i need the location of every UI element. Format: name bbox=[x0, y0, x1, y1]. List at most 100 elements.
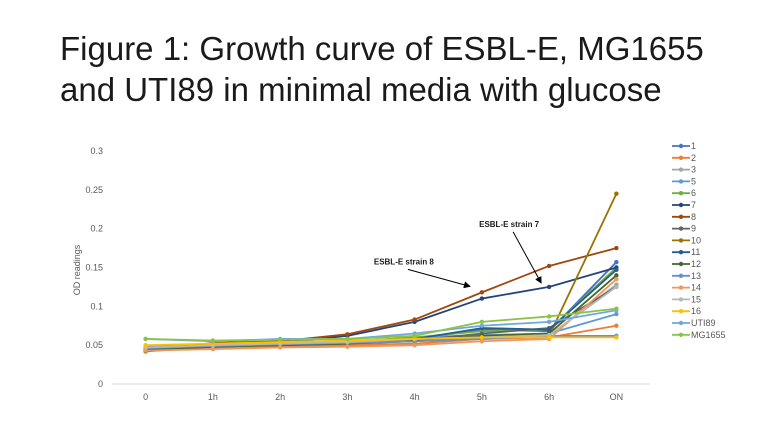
data-point bbox=[412, 333, 417, 339]
data-point bbox=[614, 273, 619, 278]
legend-item: MG1655 bbox=[672, 330, 726, 340]
legend-swatch-marker bbox=[678, 202, 684, 208]
legend-item: UTI89 bbox=[672, 318, 716, 328]
legend-label: 6 bbox=[691, 188, 696, 198]
series-16 bbox=[143, 335, 619, 348]
series-MG1655 bbox=[143, 306, 619, 343]
y-tick-label: 0 bbox=[98, 379, 103, 389]
legend-label: 5 bbox=[691, 176, 696, 186]
legend-item: 7 bbox=[672, 200, 696, 210]
data-point bbox=[479, 323, 485, 328]
data-point bbox=[614, 245, 619, 251]
legend-swatch-marker bbox=[678, 238, 684, 243]
page-title-line-2: and UTI89 in minimal media with glucose bbox=[60, 71, 662, 108]
y-tick-label: 0.1 bbox=[90, 301, 103, 311]
series-14 bbox=[143, 276, 619, 353]
legend-label: 9 bbox=[691, 224, 696, 234]
y-tick-label: 0.25 bbox=[85, 185, 103, 195]
legend-label: 2 bbox=[691, 153, 696, 163]
data-point bbox=[277, 345, 283, 350]
legend-item: 16 bbox=[672, 306, 701, 316]
series-line bbox=[145, 336, 617, 347]
legend-swatch-marker bbox=[678, 191, 684, 196]
series-line bbox=[145, 307, 617, 342]
data-point bbox=[277, 337, 283, 342]
series-line bbox=[145, 278, 617, 352]
legend-swatch-marker bbox=[678, 332, 684, 337]
data-point bbox=[546, 314, 552, 319]
data-point bbox=[614, 259, 619, 265]
y-axis-label: OD readings bbox=[72, 244, 82, 295]
legend-item: 15 bbox=[672, 294, 701, 304]
data-point bbox=[345, 344, 350, 349]
series-layer bbox=[143, 191, 619, 354]
legend-label: 10 bbox=[691, 235, 701, 245]
legend-swatch-marker bbox=[678, 143, 684, 149]
x-tick-label: 3h bbox=[342, 392, 352, 402]
data-point bbox=[614, 191, 619, 196]
legend-swatch-marker bbox=[678, 167, 684, 172]
legend-item: 1 bbox=[672, 141, 696, 151]
data-point bbox=[412, 342, 417, 348]
data-point bbox=[614, 276, 619, 282]
data-point bbox=[546, 319, 552, 325]
data-point bbox=[143, 342, 148, 348]
x-tick-labels: 0 1h 2h 3h 4h 5h 6h ON bbox=[143, 392, 623, 402]
legend-swatch-marker bbox=[678, 297, 684, 302]
y-tick-label: 0.3 bbox=[90, 146, 103, 156]
legend-item: 14 bbox=[672, 283, 701, 293]
data-point bbox=[479, 335, 485, 340]
data-point bbox=[479, 296, 485, 301]
annotation-layer: ESBL-E strain 7 ESBL-E strain 8 bbox=[374, 220, 542, 289]
annotation-arrow bbox=[512, 231, 542, 284]
legend-item: 12 bbox=[672, 259, 701, 269]
legend-label: MG1655 bbox=[691, 330, 726, 340]
legend-item: 8 bbox=[672, 212, 696, 222]
legend-swatch-marker bbox=[678, 273, 684, 278]
legend-label: 14 bbox=[691, 283, 701, 293]
annotation-label: ESBL-E strain 7 bbox=[479, 220, 540, 229]
annotation-arrow bbox=[407, 268, 471, 289]
legend-item: 5 bbox=[672, 176, 696, 186]
legend-item: 13 bbox=[672, 271, 701, 281]
x-tick-label: ON bbox=[610, 392, 624, 402]
y-tick-labels: 0 0.05 0.1 0.15 0.2 0.25 0.3 bbox=[85, 146, 103, 389]
legend-label: 16 bbox=[691, 306, 701, 316]
legend-swatch-marker bbox=[678, 261, 684, 267]
data-point bbox=[479, 339, 485, 344]
page-title: Figure 1: Growth curve of ESBL-E, MG1655… bbox=[60, 28, 760, 110]
x-tick-label: 5h bbox=[477, 392, 487, 402]
legend-label: 8 bbox=[691, 212, 696, 222]
data-point bbox=[210, 338, 216, 343]
data-point bbox=[143, 348, 148, 353]
legend-swatch-marker bbox=[678, 179, 684, 184]
legend-label: 13 bbox=[691, 271, 701, 281]
data-point bbox=[412, 317, 417, 322]
legend-label: UTI89 bbox=[691, 318, 716, 328]
x-tick-label: 1h bbox=[208, 392, 218, 402]
data-point bbox=[210, 346, 216, 352]
data-point bbox=[614, 323, 619, 328]
legend-swatch-marker bbox=[678, 309, 684, 314]
legend-item: 6 bbox=[672, 188, 696, 198]
data-point bbox=[614, 335, 619, 340]
page-title-line-1: Figure 1: Growth curve of ESBL-E, MG1655 bbox=[60, 30, 704, 67]
data-point bbox=[614, 267, 619, 273]
legend-swatch-marker bbox=[678, 250, 684, 255]
legend-swatch-marker bbox=[678, 285, 684, 290]
legend-label: 15 bbox=[691, 294, 701, 304]
x-tick-label: 0 bbox=[143, 392, 148, 402]
annotation-label: ESBL-E strain 8 bbox=[374, 257, 435, 266]
legend-label: 12 bbox=[691, 259, 701, 269]
data-point bbox=[546, 327, 552, 332]
legend-label: 11 bbox=[691, 247, 700, 257]
x-tick-label: 2h bbox=[275, 392, 285, 402]
data-point bbox=[143, 336, 148, 342]
data-point bbox=[614, 284, 619, 290]
x-tick-label: 6h bbox=[544, 392, 554, 402]
legend-label: 7 bbox=[691, 200, 696, 210]
data-point bbox=[345, 336, 350, 342]
data-point bbox=[479, 290, 485, 295]
y-tick-label: 0.2 bbox=[90, 224, 103, 234]
